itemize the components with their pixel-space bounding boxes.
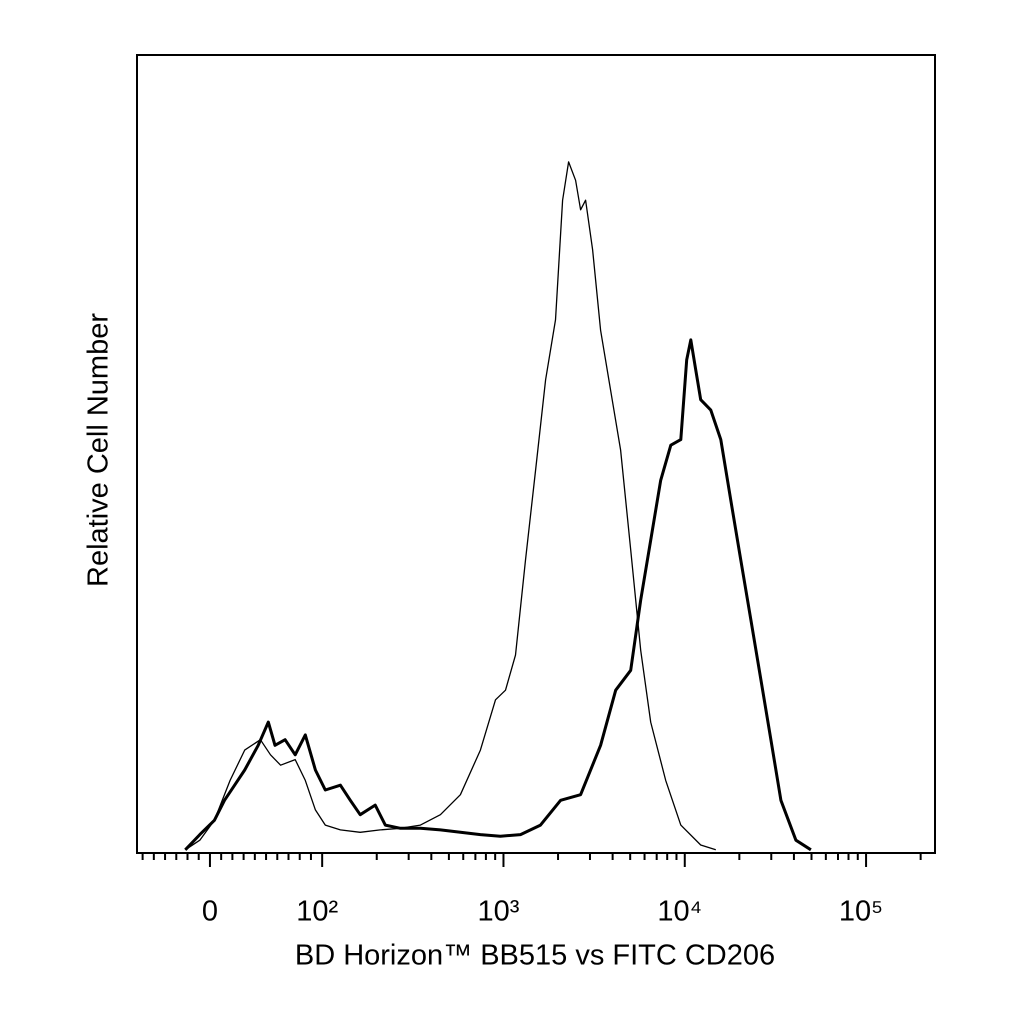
y-axis-label: Relative Cell Number <box>83 313 115 587</box>
x-tick-label: 10⁴ <box>657 896 702 928</box>
plot-frame <box>136 54 936 854</box>
x-axis-label: BD Horizon™ BB515 vs FITC CD206 <box>295 940 775 972</box>
x-tick-label: 10³ <box>478 896 520 928</box>
x-tick-label: 10⁵ <box>839 896 883 928</box>
histogram-line <box>184 161 716 851</box>
x-tick-label: 0 <box>202 896 218 928</box>
histogram-line <box>184 338 812 852</box>
x-tick-label: 10² <box>296 896 338 928</box>
